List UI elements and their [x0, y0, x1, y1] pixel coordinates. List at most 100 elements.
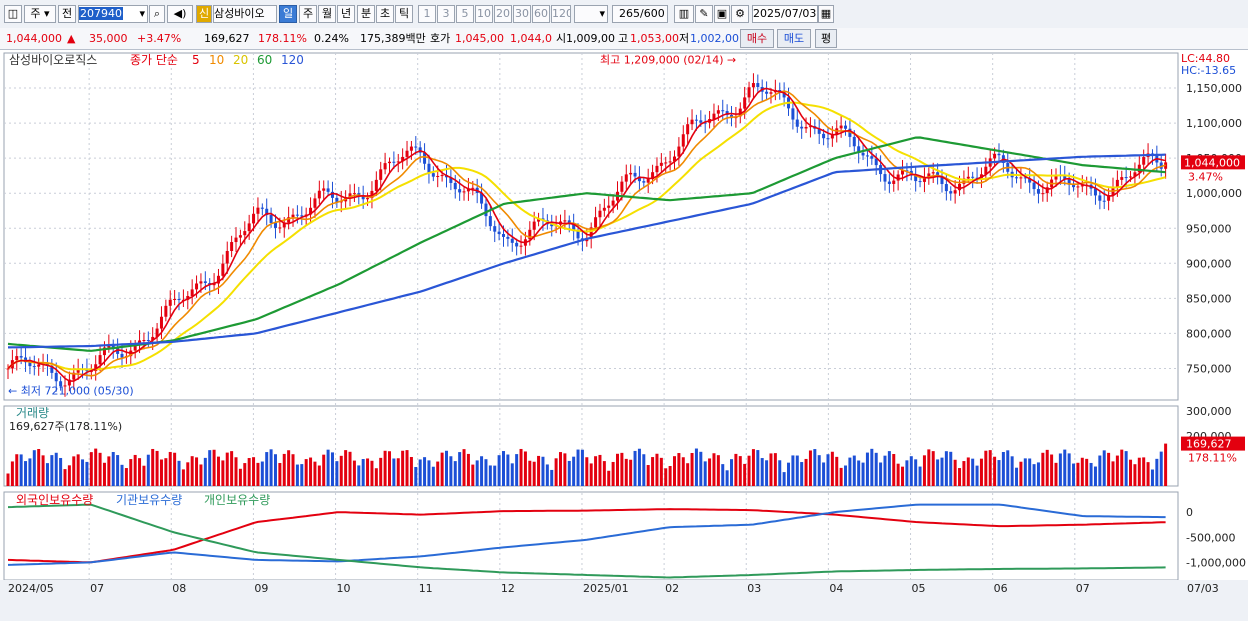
volume-bar — [962, 461, 966, 486]
tab-tick[interactable]: 틱 — [395, 5, 413, 23]
volume-bar — [142, 465, 146, 486]
candle-body — [532, 221, 536, 230]
volume-bar — [326, 449, 330, 486]
candle-body — [440, 175, 444, 177]
tab-second[interactable]: 초 — [376, 5, 394, 23]
volume-value-label: 169,627주(178.11%) — [9, 420, 122, 433]
volume-bar — [50, 455, 54, 486]
interval-5[interactable]: 5 — [456, 5, 474, 23]
tab-minute[interactable]: 분 — [357, 5, 375, 23]
tab-week[interactable]: 주 — [299, 5, 317, 23]
candle-body — [756, 83, 760, 87]
interval-10[interactable]: 10 — [475, 5, 493, 23]
volume-bar — [190, 456, 194, 486]
candle-body — [50, 365, 54, 373]
x-tick-label: 08 — [172, 582, 186, 595]
investor-legend-item: 기관보유수량 — [116, 493, 182, 507]
draw-tool-icon[interactable]: ✎ — [695, 5, 713, 23]
volume-bar — [287, 450, 291, 486]
candle-body — [1137, 164, 1141, 173]
investor-line — [7, 503, 1166, 566]
bottom-bar — [0, 595, 1248, 621]
candle-body — [335, 197, 339, 203]
interval-1[interactable]: 1 — [418, 5, 436, 23]
candle-body — [589, 227, 593, 238]
volume-bar — [278, 463, 282, 486]
interval-30[interactable]: 30 — [513, 5, 531, 23]
volume-bar — [611, 461, 615, 486]
candle-body — [949, 191, 953, 194]
candle-body — [1124, 177, 1128, 179]
candle-body — [839, 125, 843, 129]
volume-bar — [238, 468, 242, 486]
volume-bar — [32, 450, 36, 486]
date-input[interactable]: 2025/07/03 — [752, 5, 818, 23]
calendar-icon[interactable]: ▦ — [818, 5, 834, 23]
last-volume-label: 169,627 — [1186, 438, 1232, 451]
custom-interval-select[interactable]: ▾ — [574, 5, 608, 23]
candle-body — [940, 176, 944, 185]
volume-bar — [1133, 464, 1137, 486]
sell-button[interactable]: 매도 — [777, 29, 811, 48]
save-icon[interactable]: ▣ — [714, 5, 730, 23]
volume-bar — [164, 458, 168, 486]
buy-button[interactable]: 매수 — [740, 29, 774, 48]
interval-3[interactable]: 3 — [437, 5, 455, 23]
avg-button[interactable]: 평 — [815, 29, 837, 48]
chart-type-icon[interactable]: ▥ — [674, 5, 694, 23]
settings-icon[interactable]: ⚙ — [731, 5, 749, 23]
candle-body — [436, 175, 440, 177]
investor-lines — [7, 503, 1166, 579]
window-menu-icon[interactable]: ◫ — [4, 5, 22, 23]
volume-bar — [129, 459, 133, 486]
prev-button[interactable]: 전 — [58, 5, 76, 23]
volume-bar — [366, 458, 370, 486]
stock-code-input[interactable]: 207940 ▾ — [78, 5, 148, 23]
volume-title: 거래량 — [16, 406, 49, 420]
candle-body — [94, 364, 98, 372]
candle-body — [1041, 193, 1045, 195]
volume-bar — [67, 465, 71, 486]
candle-body — [953, 190, 957, 194]
period-select[interactable]: 주 ▾ — [24, 5, 56, 23]
volume-bar — [795, 455, 799, 486]
volume-bar — [822, 462, 826, 486]
candle-body — [1107, 195, 1111, 201]
candle-body — [278, 227, 282, 229]
candle-body — [808, 126, 812, 128]
candle-body — [370, 190, 374, 199]
count-input[interactable]: 265/600 — [612, 5, 668, 23]
volume-bar — [1076, 462, 1080, 486]
candle-body — [620, 181, 624, 192]
candle-body — [348, 193, 352, 198]
volume-bar — [1063, 449, 1067, 486]
candle-body — [993, 153, 997, 159]
stock-name-field[interactable]: 삼성바이오 — [213, 5, 277, 23]
candle-body — [247, 223, 251, 232]
volume-bar — [997, 460, 1001, 486]
volume-bar — [15, 454, 19, 486]
volume-bar — [168, 451, 172, 486]
volume-bar — [484, 459, 488, 486]
candle-body — [203, 281, 207, 283]
candle-body — [462, 191, 466, 193]
volume-bar — [1155, 458, 1159, 486]
interval-60[interactable]: 60 — [532, 5, 550, 23]
tab-year[interactable]: 년 — [337, 5, 355, 23]
interval-120[interactable]: 120 — [551, 5, 571, 23]
volume-bar — [813, 449, 817, 486]
candle-body — [743, 97, 747, 109]
search-icon[interactable]: ⌕ — [149, 5, 165, 23]
tab-day[interactable]: 일 — [279, 5, 297, 23]
candle-body — [1036, 189, 1040, 194]
volume-bar — [322, 454, 326, 486]
volume-bar — [387, 451, 391, 486]
candle-body — [817, 128, 821, 134]
volume-bar — [922, 455, 926, 486]
candle-body — [186, 295, 190, 300]
interval-20[interactable]: 20 — [494, 5, 512, 23]
candle-body — [243, 231, 247, 236]
tab-month[interactable]: 월 — [318, 5, 336, 23]
speaker-icon[interactable]: ◀) — [167, 5, 193, 23]
volume-bar — [357, 465, 361, 486]
